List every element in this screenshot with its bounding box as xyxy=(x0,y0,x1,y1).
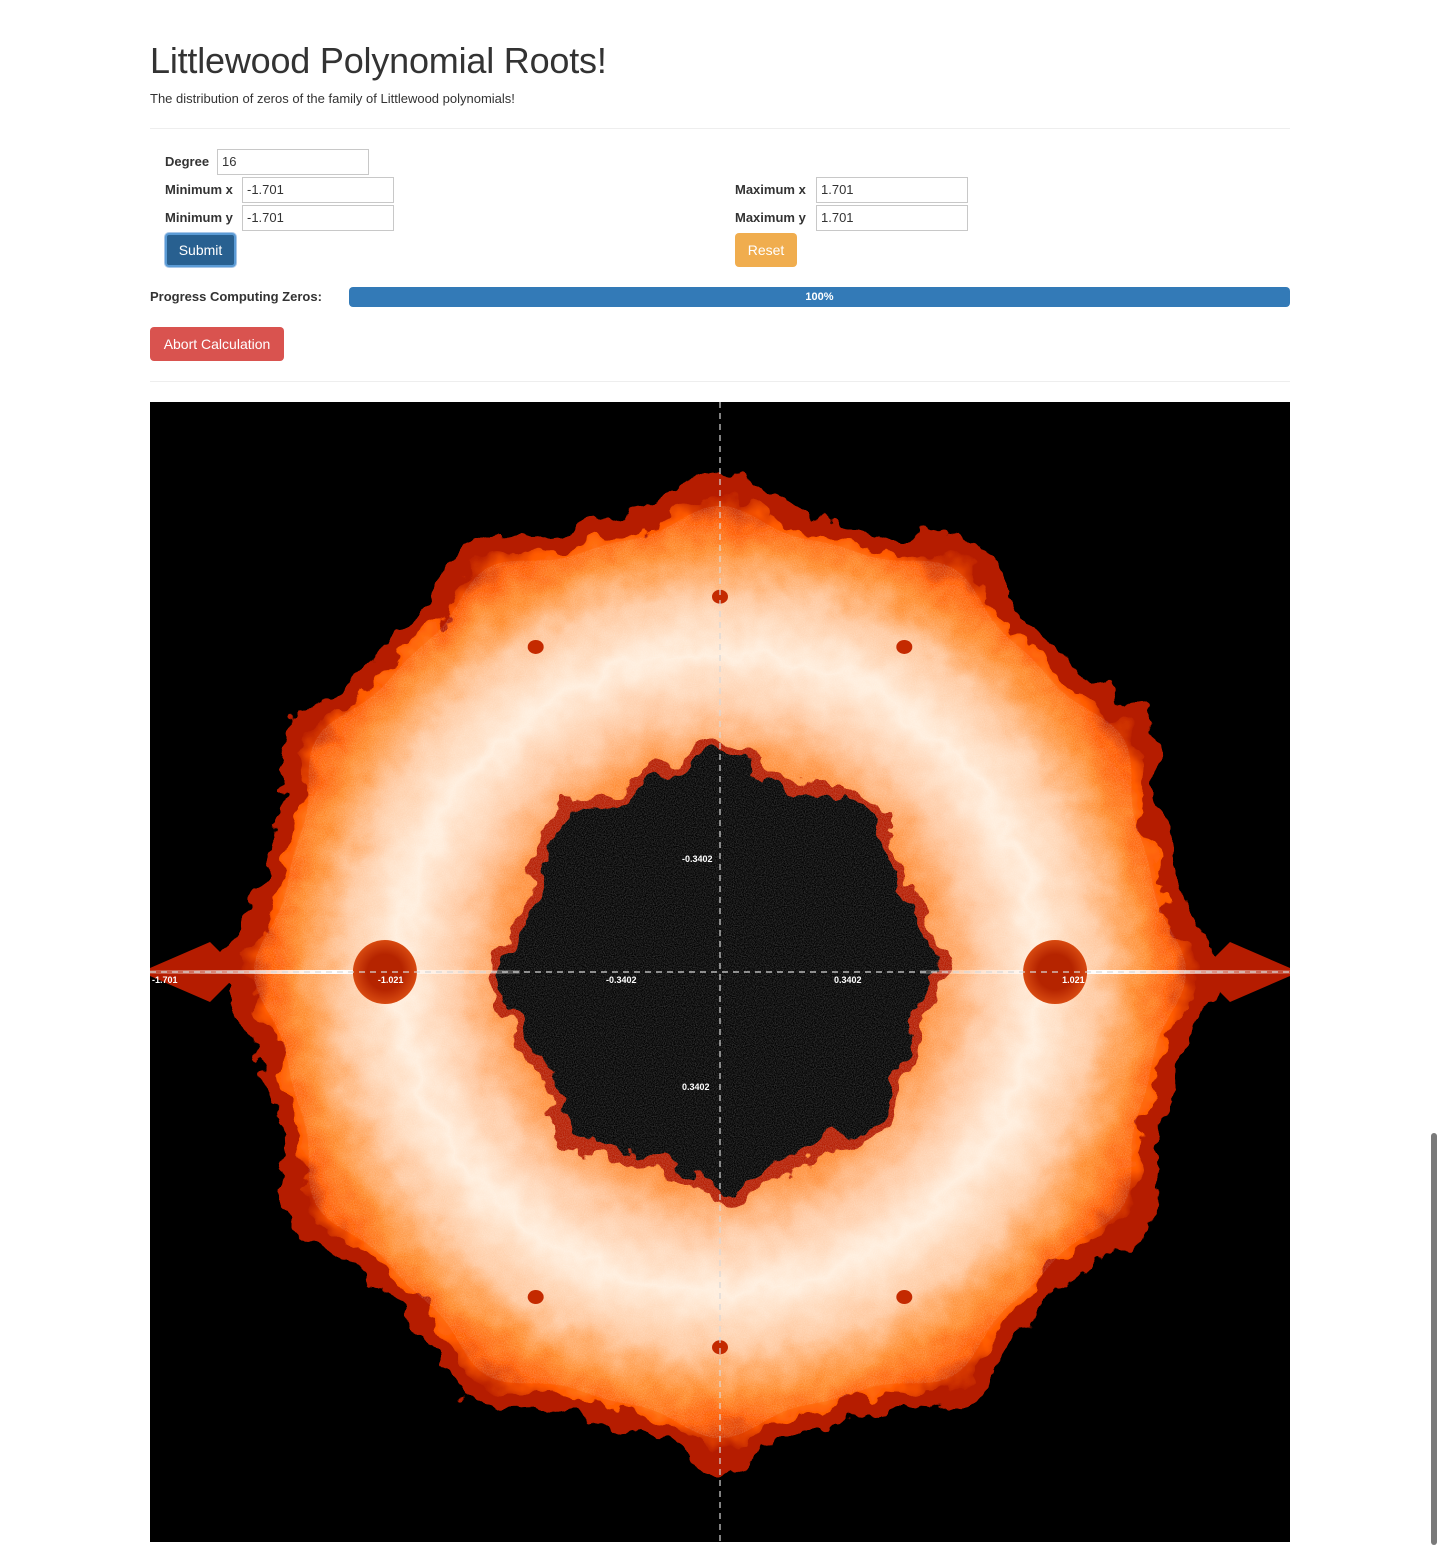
min-x-input[interactable]: -1.701 xyxy=(242,177,394,203)
x-tick-label-1: -1.021 xyxy=(377,975,404,985)
page-subtitle: The distribution of zeros of the family … xyxy=(150,91,515,106)
progress-fill: 100% xyxy=(349,287,1290,307)
real-axis-ray-left xyxy=(150,970,520,974)
min-y-label: Minimum y xyxy=(165,210,233,225)
dark-spot-3 xyxy=(527,1290,544,1305)
y-tick-label-1: 0.3402 xyxy=(682,1082,710,1092)
real-axis-ray-right xyxy=(920,970,1290,974)
x-tick-label-2: -0.3402 xyxy=(606,975,637,985)
x-tick-label-4: 1.021 xyxy=(1062,975,1085,985)
dark-spot-5 xyxy=(712,1340,728,1355)
max-x-label: Maximum x xyxy=(735,182,806,197)
dark-spot-2 xyxy=(712,589,728,604)
grain-mask xyxy=(253,505,1187,1439)
x-tick-label-3: 0.3402 xyxy=(834,975,862,985)
abort-calculation-button[interactable]: Abort Calculation xyxy=(150,327,284,361)
x-tick-label-0: -1.701 xyxy=(152,975,178,985)
roots-plot[interactable]: -1.701 -1.021 -0.3402 0.3402 1.021 -0.3402 0.3… xyxy=(150,402,1290,1542)
degree-label: Degree xyxy=(165,154,210,169)
dark-spot-0 xyxy=(527,639,544,654)
reset-button[interactable]: Reset xyxy=(735,233,797,267)
page-scrollbar[interactable] xyxy=(1431,1133,1437,1545)
max-y-label: Maximum y xyxy=(735,210,806,225)
ring-grain xyxy=(253,505,1187,1439)
progress-label: Progress Computing Zeros: xyxy=(150,289,322,304)
page-title: Littlewood Polynomial Roots! xyxy=(150,40,607,81)
max-x-input[interactable]: 1.701 xyxy=(816,177,968,203)
dark-spot-1 xyxy=(896,639,913,654)
dark-spot-4 xyxy=(896,1290,913,1305)
submit-button[interactable]: Submit xyxy=(165,233,236,267)
min-x-label: Minimum x xyxy=(165,182,233,197)
divider-bottom xyxy=(150,381,1290,382)
degree-input[interactable]: 16 xyxy=(217,149,369,175)
progress-bar: 100% xyxy=(349,287,1290,307)
min-y-input[interactable]: -1.701 xyxy=(242,205,394,231)
divider-top xyxy=(150,128,1290,129)
y-tick-label-0: -0.3402 xyxy=(682,854,713,864)
max-y-input[interactable]: 1.701 xyxy=(816,205,968,231)
roots-plot-canvas xyxy=(150,402,1290,1542)
